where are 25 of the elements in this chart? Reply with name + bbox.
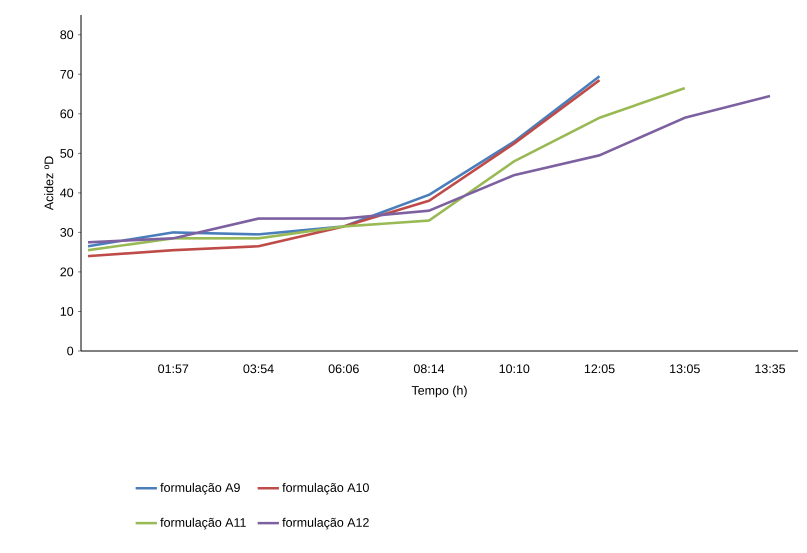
y-tick-label: 30 [60,228,74,237]
y-tick-label: 0 [67,346,74,356]
y-tick-label: 20 [60,268,74,276]
x-tick-label: 13:05 [670,364,700,374]
legend-label: formulação A11 [160,518,246,530]
y-tick-label: 40 [60,188,74,198]
legend-label: formulação A9 [160,482,240,495]
line-series [86,94,772,244]
legend-label: formulação A10 [282,482,369,495]
y-tick-label: 50 [60,148,74,158]
x-tick-label: 03:54 [243,364,274,374]
x-tick-label: 06:06 [328,364,359,374]
x-axis-title: Tempo (h) [412,386,467,398]
line-series [86,86,686,252]
x-tick-label: 10:10 [500,364,530,374]
legend-label: formulação A12 [282,518,369,530]
y-tick-label: 60 [60,109,74,118]
x-tick-label: 01:57 [158,364,188,374]
x-tick-label: 13:35 [755,364,786,374]
y-tick-label: 70 [60,70,74,79]
x-tick-label: 12:05 [584,364,615,374]
y-axis-title: Acidez ºD [44,156,54,210]
y-tick-label: 10 [60,307,74,316]
x-tick-label: 08:14 [414,364,444,374]
y-tick-label: 80 [60,30,74,40]
